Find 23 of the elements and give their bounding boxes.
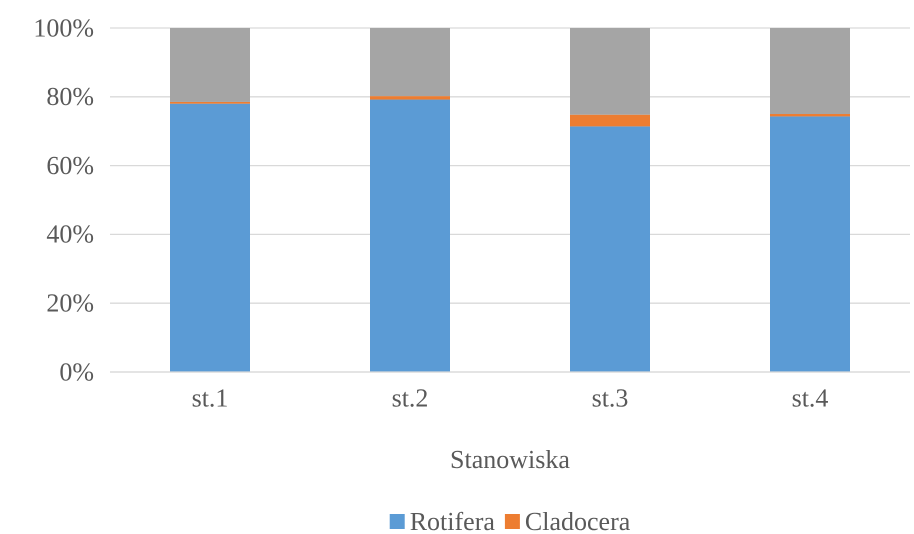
- x-tick-label: st.1: [192, 383, 228, 412]
- bar: [770, 116, 850, 372]
- x-tick-label: st.4: [792, 383, 828, 412]
- legend-label: Cladocera: [524, 507, 631, 534]
- x-tick-label: st.2: [392, 383, 428, 412]
- bar: [170, 104, 250, 372]
- bar: [370, 28, 450, 96]
- x-axis-title: Stanowiska: [450, 445, 570, 474]
- y-tick-label: 20%: [46, 288, 94, 318]
- bar: [370, 96, 450, 100]
- y-tick-label: 80%: [46, 82, 94, 112]
- bar: [770, 28, 850, 114]
- bar: [170, 28, 250, 102]
- bar: [370, 100, 450, 372]
- bar: [570, 28, 650, 115]
- y-tick-label: 100%: [33, 13, 94, 42]
- legend-label: Rotifera: [410, 507, 496, 534]
- bar: [570, 114, 650, 126]
- y-tick-label: 60%: [46, 150, 94, 180]
- bar: [570, 126, 650, 372]
- y-tick-label: 0%: [59, 357, 94, 386]
- x-tick-label: st.3: [592, 383, 628, 412]
- y-tick-label: 40%: [46, 220, 94, 249]
